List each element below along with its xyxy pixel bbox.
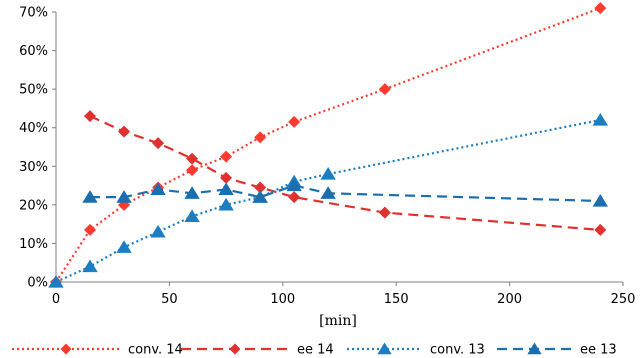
data-point	[288, 115, 301, 128]
data-point	[218, 197, 234, 211]
data-point	[186, 152, 199, 165]
data-point	[82, 190, 98, 203]
data-point	[254, 131, 267, 144]
data-point	[152, 137, 165, 150]
series-2	[48, 113, 609, 288]
x-tick-label: 50	[161, 292, 178, 307]
data-point	[48, 275, 64, 288]
data-point	[592, 113, 609, 126]
legend: conv. 14 ee 14 conv. 13 ee 13	[12, 342, 617, 358]
legend-item: conv. 14	[12, 343, 183, 358]
x-tick-label: 200	[497, 292, 522, 307]
data-point	[252, 190, 268, 203]
data-point	[118, 125, 131, 138]
data-point	[254, 181, 267, 194]
series-line	[55, 118, 601, 284]
data-point	[116, 190, 132, 203]
data-point	[286, 178, 302, 192]
data-point	[378, 83, 391, 96]
axes: 0% 10% 20% 30% 40% 50% 60% 70% 0 50 100 150 200 250	[19, 6, 635, 308]
series-1	[84, 110, 607, 236]
data-point	[184, 186, 200, 199]
data-point	[116, 240, 132, 253]
data-point	[82, 259, 98, 273]
data-point	[320, 186, 336, 199]
legend-label: ee 13	[580, 343, 617, 358]
data-point	[84, 223, 97, 236]
x-tick-label: 0	[52, 292, 60, 307]
data-point	[186, 164, 199, 177]
data-point	[320, 167, 336, 180]
data-point	[594, 2, 607, 15]
y-tick-label: 10%	[19, 237, 48, 252]
legend-label: ee 14	[297, 343, 334, 358]
y-tick-label: 0%	[27, 276, 48, 291]
legend-item: ee 14	[181, 343, 334, 358]
y-tick-label: 20%	[19, 198, 48, 213]
y-tick-label: 60%	[19, 44, 48, 59]
legend-marker	[60, 343, 72, 355]
x-tick-label: 150	[384, 292, 409, 307]
legend-label: conv. 14	[128, 343, 183, 358]
data-point	[220, 150, 233, 163]
legend-item: conv. 13	[347, 342, 485, 358]
series-layer	[48, 2, 609, 288]
x-tick-label: 100	[270, 292, 295, 307]
series-3	[82, 178, 609, 207]
x-axis-title: [min]	[319, 313, 357, 329]
data-point	[150, 182, 166, 196]
legend-item: ee 13	[497, 342, 617, 358]
y-tick-label: 50%	[19, 83, 48, 98]
data-point	[150, 224, 166, 238]
legend-marker	[377, 342, 392, 355]
data-point	[592, 194, 609, 207]
data-point	[220, 171, 233, 184]
data-point	[218, 182, 234, 196]
data-point	[594, 223, 607, 236]
y-tick-label: 40%	[19, 121, 48, 136]
y-tick-label: 30%	[19, 160, 48, 175]
series-0	[50, 2, 607, 288]
legend-label: conv. 13	[430, 343, 485, 358]
data-point	[184, 209, 200, 223]
data-point	[288, 191, 301, 204]
data-point	[84, 110, 97, 123]
data-point	[378, 206, 391, 219]
legend-marker	[229, 343, 241, 355]
legend-marker	[527, 342, 542, 355]
x-tick-label: 250	[611, 292, 636, 307]
series-line	[90, 184, 601, 203]
series-line	[89, 115, 601, 232]
y-tick-label: 70%	[19, 6, 48, 21]
